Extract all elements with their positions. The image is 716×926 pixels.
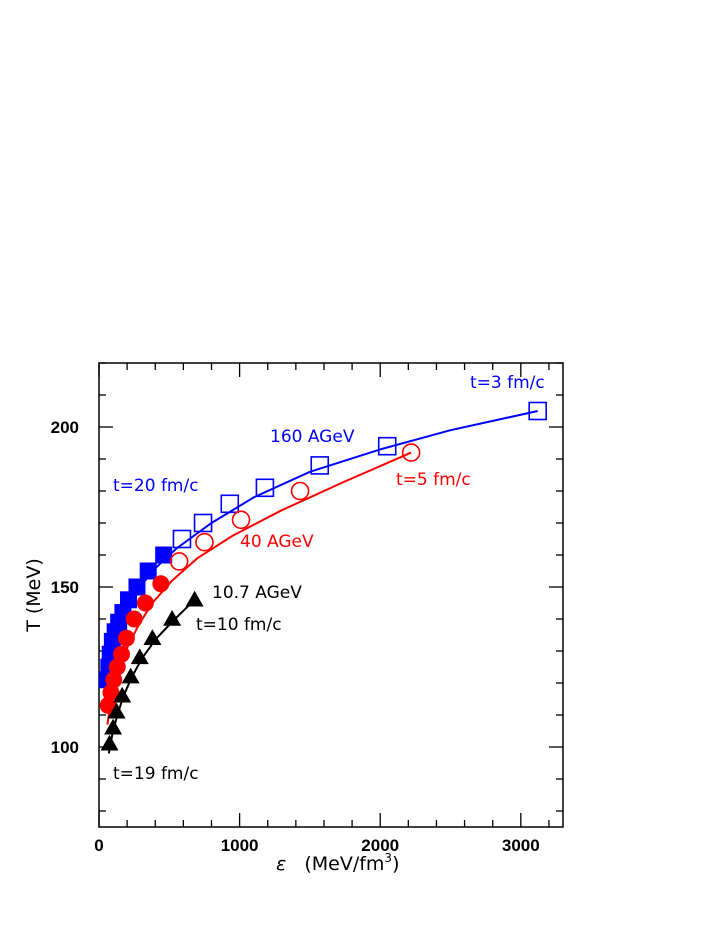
annotation-10-7agev: 10.7 AGeV [212, 583, 302, 603]
data-point-square-open [377, 436, 397, 456]
data-point-triangle [113, 686, 132, 703]
data-markers [98, 401, 547, 751]
annotation-t5: t=5 fm/c [396, 470, 471, 490]
data-point-square [155, 546, 173, 564]
data-point-square [139, 562, 157, 580]
plot-frame [98, 362, 564, 828]
x-tick-label: 1000 [221, 836, 259, 855]
data-point-circle [152, 575, 170, 593]
data-point-triangle [143, 629, 162, 645]
x-axis-label: ε (MeV/fm3) [276, 851, 399, 875]
annotation-t20: t=20 fm/c [113, 476, 199, 496]
fit-curves [105, 410, 538, 754]
data-point-circle-open [290, 481, 310, 501]
data-point-circle-open [195, 532, 214, 552]
data-point-square [128, 578, 146, 596]
y-tick-label: 200 [51, 418, 79, 437]
x-tick-label: 2000 [361, 836, 399, 855]
y-tick-label: 150 [51, 578, 79, 597]
data-point-circle-open [169, 552, 189, 571]
data-point-circle [108, 658, 126, 676]
data-point-circle [105, 671, 123, 689]
data-point-square-open [220, 494, 240, 514]
y-tick-labels: 100 150 200 [51, 418, 79, 757]
data-point-triangle [185, 590, 204, 607]
data-point-triangle [104, 718, 123, 735]
data-point-circle [112, 645, 130, 663]
x-axis-units: (MeV/fm [304, 853, 384, 875]
data-point-circle [99, 696, 117, 714]
data-point-circle-open [401, 443, 421, 462]
data-point-triangle [163, 610, 182, 626]
x-tick-labels: 0 1000 2000 3000 [94, 836, 539, 855]
data-point-triangle [121, 667, 140, 684]
data-point-square-open [528, 401, 547, 421]
minor-ticks [99, 362, 563, 827]
annotation-t10: t=10 fm/c [196, 615, 282, 635]
x-axis-exponent: 3 [384, 851, 392, 865]
data-point-triangle [100, 734, 119, 751]
y-axis-label: T (MeV) [23, 558, 45, 633]
x-axis-symbol: ε [276, 853, 286, 875]
data-point-square-open [255, 478, 275, 498]
data-point-circle [125, 610, 143, 628]
annotation-40agev: 40 AGeV [240, 532, 314, 552]
annotation-160agev: 160 AGeV [270, 427, 355, 447]
data-point-circle [102, 684, 120, 702]
data-point-triangle [130, 648, 149, 665]
data-point-triangle [107, 702, 126, 719]
data-point-circle [136, 594, 154, 612]
x-tick-label: 3000 [502, 836, 540, 855]
data-point-square [120, 591, 138, 609]
annotation-t3: t=3 fm/c [470, 373, 545, 393]
annotation-t19: t=19 fm/c [113, 764, 199, 784]
data-point-square-open [172, 529, 192, 549]
x-tick-label: 0 [94, 836, 103, 855]
data-point-circle-open [231, 510, 251, 530]
x-axis-close: ) [392, 853, 399, 875]
data-point-square-open [310, 456, 330, 475]
y-tick-label: 100 [51, 738, 79, 757]
data-point-square-open [193, 513, 213, 533]
data-point-circle [117, 629, 135, 647]
